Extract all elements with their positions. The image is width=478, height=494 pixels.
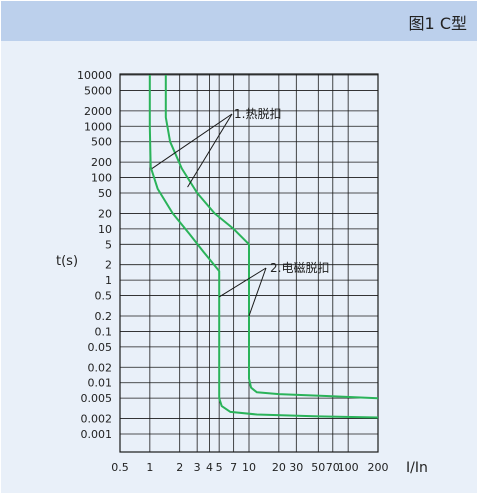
x-tick-label: 30 — [289, 461, 303, 474]
x-tick-label: 10 — [242, 461, 256, 474]
annotation-leader — [151, 113, 233, 169]
y-tick-label: 50 — [98, 187, 112, 200]
x-tick-label: 1 — [146, 461, 153, 474]
x-tick-label: 2 — [176, 461, 183, 474]
annotation-label: 1.热脱扣 — [234, 106, 281, 121]
annotation-leader — [187, 113, 233, 188]
x-tick-label: 50 — [311, 461, 325, 474]
x-tick-label: 100 — [338, 461, 359, 474]
y-tick-label: 2000 — [84, 105, 112, 118]
y-tick-label: 0.002 — [81, 413, 113, 426]
y-tick-label: 0.2 — [95, 310, 113, 323]
x-tick-label: 3 — [194, 461, 201, 474]
y-axis-label: t(s) — [56, 254, 78, 269]
x-tick-label: 20 — [272, 461, 286, 474]
y-tick-label: 200 — [91, 156, 112, 169]
x-tick-label: 4 — [206, 461, 213, 474]
annotation-leader — [248, 267, 267, 317]
annotation-leader — [218, 267, 267, 298]
x-tick-label: 5 — [216, 461, 223, 474]
y-tick-label: 0.05 — [88, 341, 113, 354]
y-tick-label: 10 — [98, 223, 112, 236]
chart-title: 图1 C型 — [408, 14, 467, 33]
x-tick-label: 0.5 — [111, 461, 129, 474]
y-tick-label: 20 — [98, 207, 112, 220]
y-tick-label: 0.001 — [81, 428, 113, 441]
y-tick-label: 1000 — [84, 120, 112, 133]
x-tick-label: 7 — [230, 461, 237, 474]
y-tick-label: 2 — [105, 259, 112, 272]
y-tick-label: 5 — [105, 238, 112, 251]
y-tick-label: 1 — [105, 274, 112, 287]
x-tick-label: 200 — [368, 461, 389, 474]
y-tick-label: 0.005 — [81, 392, 113, 405]
y-tick-label: 0.5 — [95, 290, 113, 303]
y-tick-label: 500 — [91, 136, 112, 149]
y-tick-label: 10000 — [77, 69, 112, 82]
trip-curve-1 — [148, 75, 379, 419]
header-bar: 图1 C型 — [1, 1, 477, 41]
x-tick-label: 70 — [326, 461, 340, 474]
y-tick-label: 0.01 — [88, 377, 113, 390]
x-axis-label: I/In — [406, 460, 428, 476]
y-tick-label: 0.02 — [88, 361, 113, 374]
y-tick-label: 5000 — [84, 84, 112, 97]
trip-curve-2 — [164, 75, 379, 400]
y-tick-label: 100 — [91, 172, 112, 185]
annotation-label: 2.电磁脱扣 — [270, 260, 329, 275]
y-tick-label: 0.1 — [95, 325, 113, 338]
